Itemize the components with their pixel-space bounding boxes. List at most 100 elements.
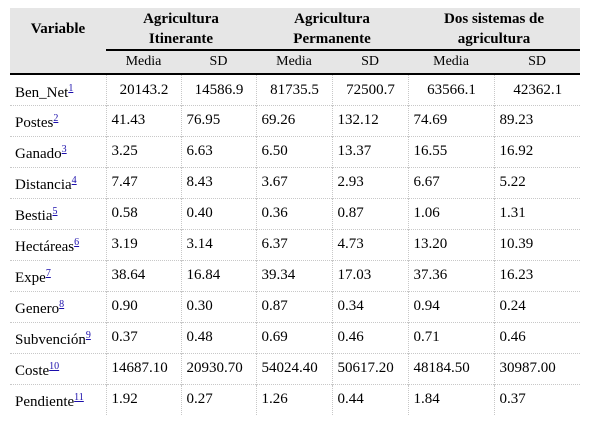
footnote-link[interactable]: 3 [61,143,67,155]
variable-label: Distancia [15,176,72,193]
variable-label: Subvención [15,331,86,348]
value-cell: 0.48 [180,321,257,353]
statistics-table: Variable Agricultura Itinerante Agricult… [10,8,581,415]
value-cell: 0.87 [255,290,333,322]
subheader-media: Media [408,50,495,74]
value-cell: 0.90 [105,290,181,322]
footnote-link[interactable]: 7 [45,267,51,279]
value-cell: 14586.9 [180,73,257,105]
footnote-ref: 9 [86,327,91,341]
value-cell: 0.37 [105,321,181,353]
footnote-link[interactable]: 11 [74,391,84,403]
value-cell: 0.34 [331,290,409,322]
value-cell: 0.87 [331,197,409,229]
variable-header: Variable [10,8,106,50]
value-cell: 16.23 [493,259,581,291]
variable-label: Expe [15,269,46,286]
subheader-media: Media [256,50,333,74]
footnote-link[interactable]: 9 [85,329,91,341]
value-cell: 8.43 [180,166,257,198]
value-cell: 6.50 [255,135,333,167]
value-cell: 3.14 [180,228,257,260]
value-cell: 4.73 [331,228,409,260]
footnote-ref: 7 [46,265,51,279]
table-container: Variable Agricultura Itinerante Agricult… [10,8,581,415]
row-label-cell: Distancia4 [10,166,106,198]
value-cell: 6.37 [255,228,333,260]
table-row: Subvención9 0.37 0.48 0.69 0.46 0.71 0.46 [10,321,581,353]
value-cell: 132.12 [331,104,409,136]
variable-subheader-spacer [10,50,106,74]
value-cell: 6.67 [407,166,495,198]
table-row: Pendiente11 1.92 0.27 1.26 0.44 1.84 0.37 [10,383,581,415]
value-cell: 0.69 [255,321,333,353]
table-body: Ben_Net1 20143.2 14586.9 81735.5 72500.7 6 3 5 6… [10,73,581,415]
value-cell: 3.67 [255,166,333,198]
value-cell: 0.44 [331,383,409,415]
footnote-link[interactable]: 1 [68,82,74,94]
value-cell: 2.93 [331,166,409,198]
table-row: Coste10 14687.10 20930.70 54024.40 50617.20 4… [10,352,581,384]
table-row: Expe7 38.64 16.84 39.34 17.03 37.36 16.23 [10,259,581,291]
value-cell: 20143.2 [105,73,181,105]
variable-label: Postes [15,114,54,131]
value-cell: 1.84 [407,383,495,415]
value-cell: 7.47 [105,166,181,198]
subheader-media: Media [106,50,181,74]
variable-label: Hectáreas [15,238,75,255]
table-row: Ganado3 3.25 6.63 6.50 13.37 16.55 16.92 [10,135,581,167]
row-label-cell: Genero8 [10,290,106,322]
value-cell: 1.06 [407,197,495,229]
subheader-sd: SD [181,50,257,74]
value-cell: 41.43 [105,104,181,136]
value-cell: 0.46 [331,321,409,353]
footnote-ref: 10 [49,358,59,372]
row-label-cell: Postes2 [10,104,106,136]
footnote-link[interactable]: 4 [71,174,77,186]
value-cell: 0.24 [493,290,581,322]
row-label-cell: Ben_Net1 [10,73,106,105]
value-cell: 0.46 [493,321,581,353]
value-cell: 13.20 [407,228,495,260]
footnote-ref: 5 [53,203,58,217]
value-cell: 10.39 [493,228,581,260]
footnote-link[interactable]: 10 [49,360,60,372]
value-cell: 1.92 [105,383,181,415]
footnote-ref: 4 [72,172,77,186]
value-cell: 81735.5 [255,73,333,105]
footnote-link[interactable]: 2 [53,112,59,124]
value-cell: 42362.1 [493,73,581,105]
value-cell: 0.36 [255,197,333,229]
footnote-ref: 8 [59,296,64,310]
value-cell: 20930.70 [180,352,257,384]
value-cell: 74.69 [407,104,495,136]
value-cell: 0.37 [493,383,581,415]
variable-label: Genero [15,300,60,317]
value-cell: 17.03 [331,259,409,291]
table-header: Variable Agricultura Itinerante Agricult… [10,8,581,74]
value-cell: 72500.7 [331,73,409,105]
footnote-link[interactable]: 8 [59,298,65,310]
value-cell: 16.84 [180,259,257,291]
footnote-link[interactable]: 5 [52,205,58,217]
value-cell: 37.36 [407,259,495,291]
row-label-cell: Expe7 [10,259,106,291]
value-cell: 50617.20 [331,352,409,384]
value-cell: 14687.10 [105,352,181,384]
row-label-cell: Bestia5 [10,197,106,229]
table-row: Postes2 41.43 76.95 69.26 132.12 74.69 89.23 [10,104,581,136]
value-cell: 39.34 [255,259,333,291]
table-row: Ben_Net1 20143.2 14586.9 81735.5 72500.7 6356… [10,73,581,105]
subheader-sd: SD [494,50,581,74]
value-cell: 0.30 [180,290,257,322]
footnote-link[interactable]: 6 [74,236,80,248]
row-label-cell: Ganado3 [10,135,106,167]
value-cell: 0.71 [407,321,495,353]
table-row: Genero8 0.90 0.30 0.87 0.34 0.94 0.24 [10,290,581,322]
value-cell: 48184.50 [407,352,495,384]
row-label-cell: Pendiente11 [10,383,106,415]
table-row: Hectáreas6 3.19 3.14 6.37 4.73 13.20 10.39 [10,228,581,260]
table-row: Distancia4 7.47 8.43 3.67 2.93 6.67 5.22 [10,166,581,198]
value-cell: 0.27 [180,383,257,415]
variable-label: Ganado [15,145,62,162]
